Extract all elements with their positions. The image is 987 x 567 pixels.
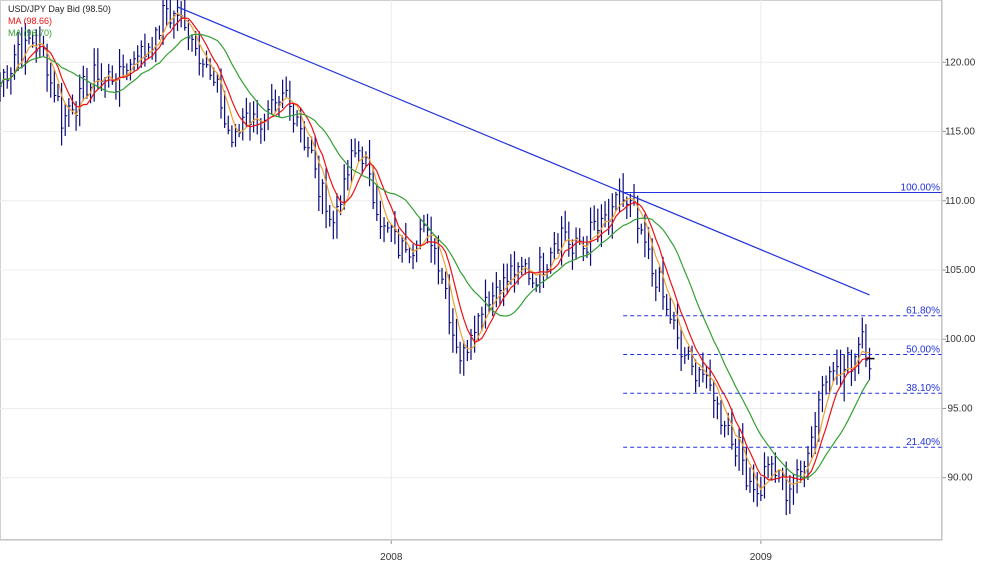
legend: USD/JPY Day Bid (98.50) MA (98.66) MA (9… [8, 4, 111, 38]
y-tick-label: 90.00 [947, 473, 972, 484]
ma-green-line [0, 33, 870, 479]
y-tick-label: 115.00 [945, 127, 975, 138]
y-tick-label: 100.00 [945, 334, 976, 345]
grid [0, 0, 942, 540]
x-tick-label: 2009 [750, 552, 773, 563]
fib-level-label: 50.00% [906, 344, 940, 355]
legend-ma-red: MA (98.66) [8, 16, 52, 26]
fib-level-label: 21.40% [906, 437, 940, 448]
series-layer [0, 0, 872, 516]
y-tick-label: 105.00 [945, 265, 976, 276]
y-tick-label: 110.00 [945, 196, 975, 207]
ma-red-line [0, 17, 870, 481]
overlay-layer: 100.00% 61.80% 50.00% 38.10% 21.40% [177, 6, 942, 448]
y-tick-label: 120.00 [945, 57, 976, 68]
fib-level-label: 100.00% [901, 182, 941, 193]
x-tick-label: 2008 [380, 552, 403, 563]
legend-ma-green: MA (96.70) [8, 28, 52, 38]
fib-level-label: 38.10% [906, 383, 940, 394]
resistance-trendline [177, 6, 870, 296]
fib-level-label: 61.80% [906, 306, 940, 317]
y-tick-label: 95.00 [947, 403, 972, 414]
chart-title: USD/JPY Day Bid (98.50) [8, 4, 111, 14]
